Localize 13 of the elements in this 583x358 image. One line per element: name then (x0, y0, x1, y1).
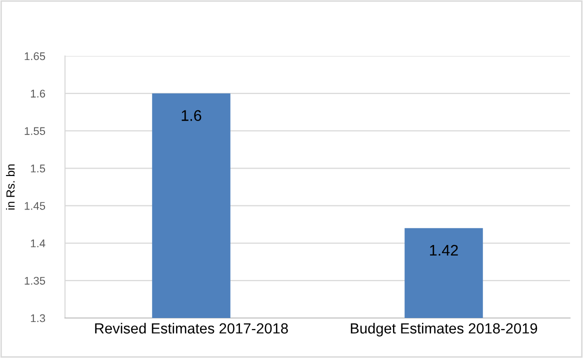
x-tick-label: Revised Estimates 2017-2018 (95, 322, 288, 334)
y-tick-label: 1.6 (30, 90, 46, 98)
y-tick-label: 1.45 (24, 202, 46, 210)
y-tick-label: 1.4 (30, 240, 46, 248)
y-tick-label: 1.55 (24, 127, 46, 135)
x-tick-label: Budget Estimates 2018-2019 (350, 322, 538, 336)
data-label: 1.42 (430, 244, 458, 256)
y-axis-title: in Rs. bn (6, 164, 15, 210)
y-tick-label: 1.5 (30, 164, 46, 172)
y-tick-label: 1.65 (24, 52, 46, 60)
y-tick-label: 1.3 (30, 314, 46, 322)
data-label: 1.6 (182, 110, 202, 121)
y-tick-label: 1.35 (24, 276, 46, 285)
